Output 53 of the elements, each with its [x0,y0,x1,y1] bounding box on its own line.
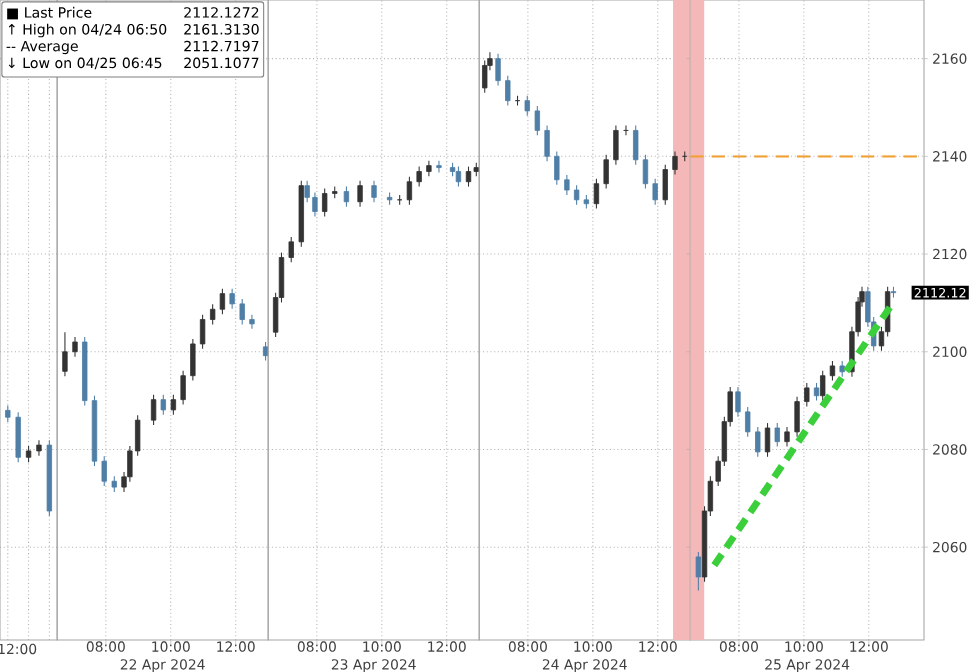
candlestick [465,166,472,188]
candlestick [662,164,668,206]
candlestick [774,422,780,448]
candlestick [15,411,21,463]
candlestick [524,95,530,117]
candlestick [829,360,836,382]
candlestick [695,551,702,592]
candlestick [406,176,413,206]
candlestick [784,426,790,448]
candlestick [416,166,422,188]
candlestick [343,186,350,208]
candlestick [755,426,761,458]
candlestick [371,180,377,203]
candlestick [804,382,810,408]
candlestick [288,236,294,263]
candlestick [190,338,196,382]
candlestick [613,125,619,166]
candlestick [160,394,166,416]
candlestick [745,406,751,438]
candlestick [436,160,442,173]
candlestick [150,394,157,426]
candlestick [534,105,540,136]
candlestick [735,386,741,418]
candlestick [564,174,570,196]
candlestick [199,314,206,350]
candlestick [312,191,318,217]
candlestick [642,154,649,190]
candlestick [249,314,255,330]
candlestick [357,180,363,208]
candlestick [239,298,245,325]
candlestick [455,166,462,188]
candlestick [633,125,639,166]
candlestick [672,150,678,175]
candlestick [101,455,107,487]
candlestick [764,422,771,458]
candlestick [603,154,609,190]
candlestick [482,60,488,94]
candlestick [593,178,600,210]
candlestick [820,370,826,402]
candlestick [321,188,328,217]
candlestick [229,288,235,310]
candlestick [544,125,550,162]
candlestick [170,394,177,416]
candlestick [180,370,186,406]
candlestick [495,53,501,87]
candlestick [794,396,800,438]
candlestick [652,178,658,206]
candlestick [426,160,432,177]
candlestick [62,331,68,377]
candlestick [72,336,78,358]
candlestick [554,150,560,186]
candlestick [505,75,511,107]
candlestick [36,439,42,457]
